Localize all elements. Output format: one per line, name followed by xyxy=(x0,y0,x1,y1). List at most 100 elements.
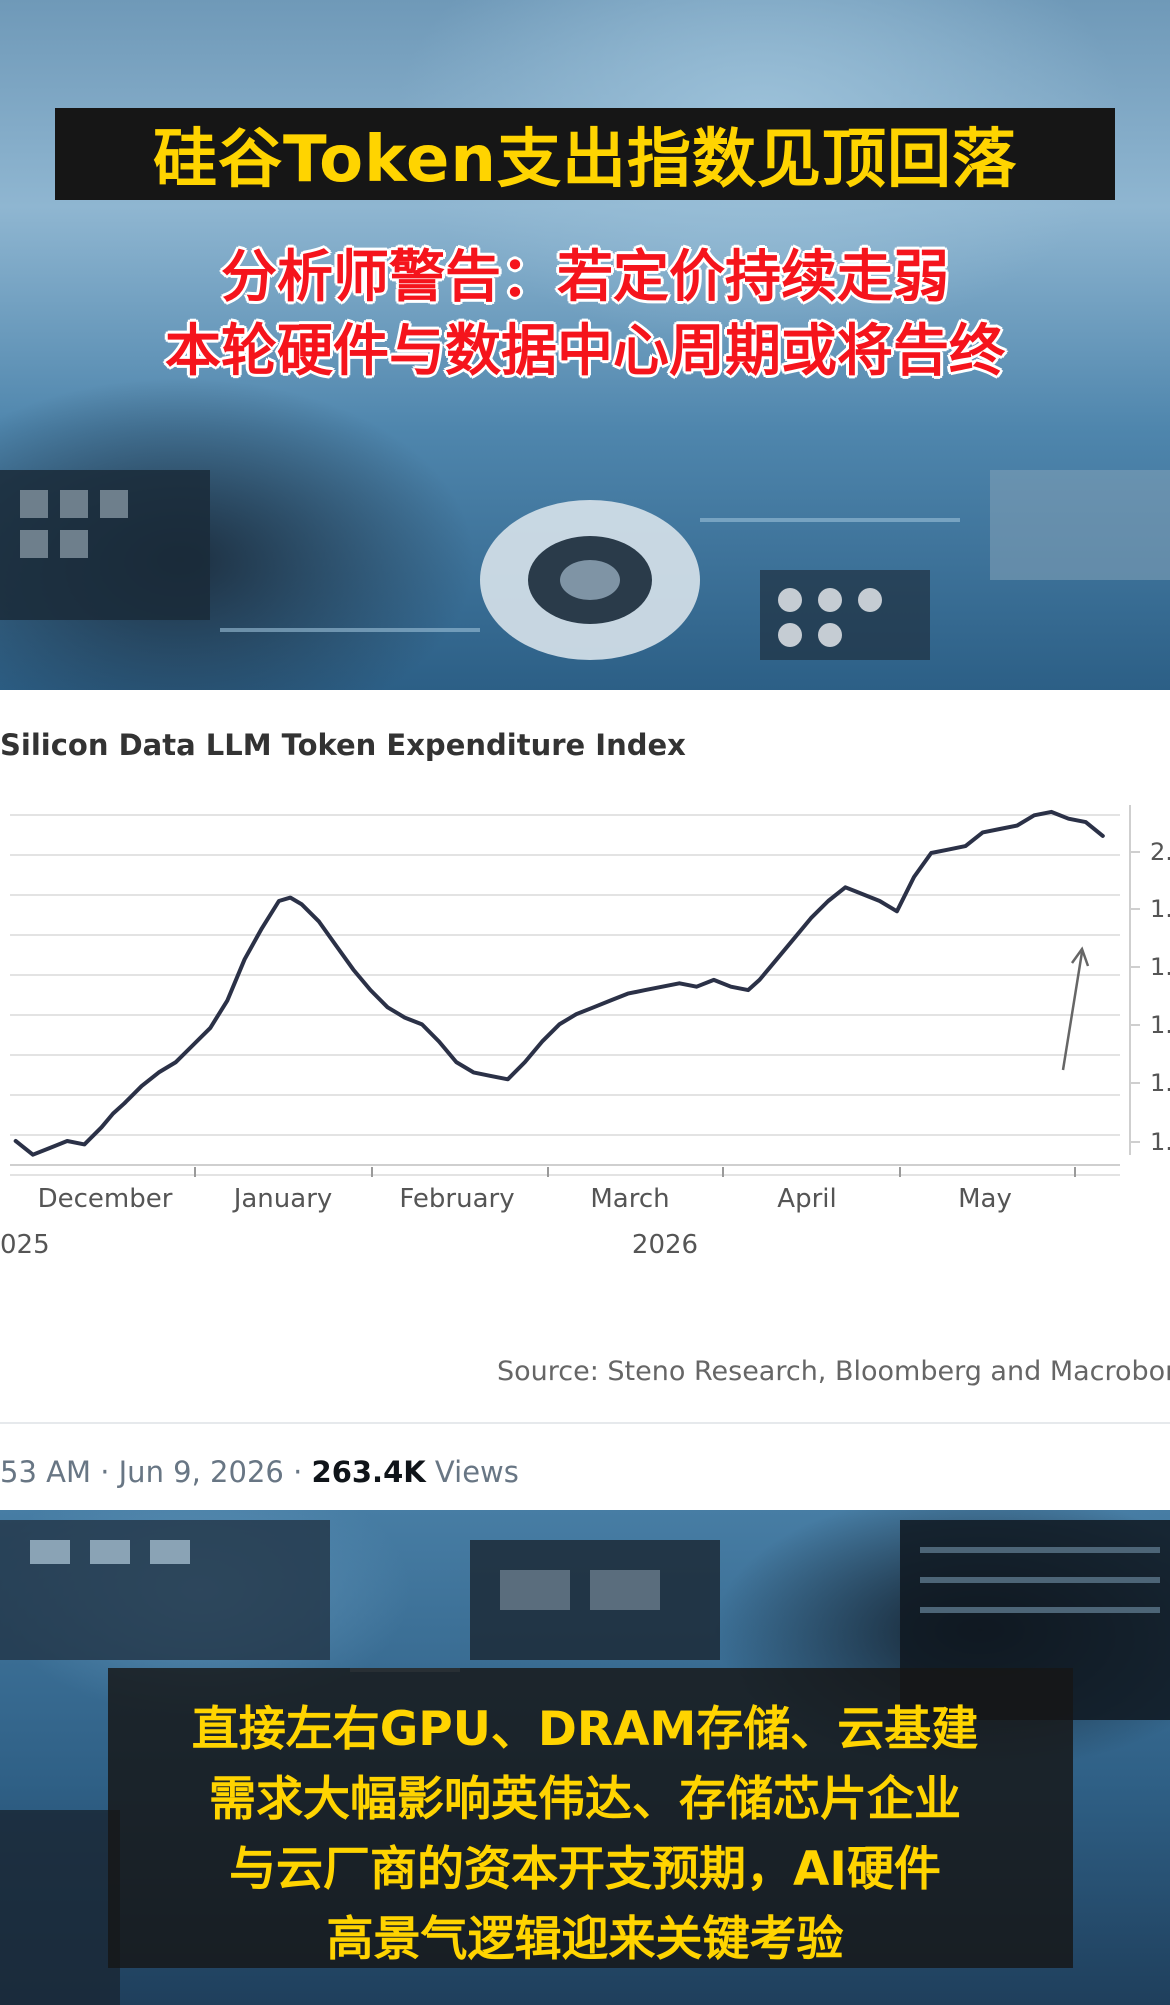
data-point xyxy=(929,851,933,855)
caption-panel xyxy=(108,1668,1073,1968)
data-point xyxy=(140,1084,144,1088)
data-point xyxy=(300,902,304,906)
data-point xyxy=(82,1142,86,1146)
data-point xyxy=(1049,810,1053,814)
x-tick-label: March xyxy=(590,1184,669,1214)
series-points xyxy=(14,810,1105,1157)
y-tick-label: 1. xyxy=(1150,1011,1170,1039)
data-point xyxy=(792,937,796,941)
data-point xyxy=(454,1060,458,1064)
data-point xyxy=(746,988,750,992)
data-point xyxy=(895,909,899,913)
data-point xyxy=(1015,824,1019,828)
data-point xyxy=(1084,820,1088,824)
data-point xyxy=(260,926,264,930)
data-point xyxy=(14,1139,18,1143)
data-point xyxy=(386,1005,390,1009)
data-point xyxy=(1067,817,1071,821)
data-point xyxy=(809,916,813,920)
data-point xyxy=(843,885,847,889)
data-point xyxy=(437,1040,441,1044)
data-point xyxy=(946,848,950,852)
y-tick-label: 2. xyxy=(1150,838,1170,866)
x-tick-label: February xyxy=(399,1184,514,1214)
data-point xyxy=(557,1022,561,1026)
y-tick-label: 1. xyxy=(1150,1128,1170,1156)
series-line-token-expenditure xyxy=(13,809,1105,1157)
annotation-arrow xyxy=(1061,946,1090,1071)
token-expenditure-line-chart: 2. 1. 1. 1. 1. 1. December January February Marc… xyxy=(0,805,1170,1260)
chart-source-note: Source: Steno Research, Bloomberg and Ma… xyxy=(497,1356,1170,1387)
chart-title: Silicon Data LLM Token Expenditure Index xyxy=(0,728,686,762)
data-point xyxy=(609,998,613,1002)
caption-line-2: 需求大幅影响英伟达、存储芯片企业 xyxy=(209,1772,961,1827)
chart-gridlines xyxy=(10,814,1120,1176)
x-tick-label: December xyxy=(38,1184,173,1214)
caption-line-3: 与云厂商的资本开支预期，AI硬件 xyxy=(229,1842,941,1897)
x-tick-label: April xyxy=(777,1184,836,1214)
tweet-card: Silicon Data LLM Token Expenditure Index… xyxy=(0,690,1170,1510)
headline-title: 硅谷Token支出指数见顶回落 xyxy=(153,123,1017,197)
x-year-label: 025 xyxy=(0,1230,50,1260)
data-point xyxy=(368,988,372,992)
data-point xyxy=(998,827,1002,831)
data-point xyxy=(506,1077,510,1081)
data-point xyxy=(912,875,916,879)
x-axis-ticks: December January February March April May 025 2… xyxy=(0,1167,1076,1260)
tweet-timestamp: 53 AM · Jun 9, 2026 · xyxy=(0,1455,312,1489)
tweet-meta: 53 AM · Jun 9, 2026 · 263.4K Views xyxy=(0,1455,519,1489)
caption-line-4: 高景气逻辑迎来关键考验 xyxy=(326,1912,844,1967)
data-point xyxy=(351,968,355,972)
y-tick-label: 1. xyxy=(1150,953,1170,981)
data-point xyxy=(191,1043,195,1047)
data-point xyxy=(626,992,630,996)
tweet-divider xyxy=(0,1422,1170,1424)
data-point xyxy=(174,1060,178,1064)
data-point xyxy=(1101,834,1105,838)
data-point xyxy=(208,1026,212,1030)
tweet-views-label: Views xyxy=(425,1455,519,1489)
data-point xyxy=(243,957,247,961)
data-point xyxy=(157,1070,161,1074)
data-point xyxy=(277,899,281,903)
data-point xyxy=(660,985,664,989)
data-point xyxy=(826,899,830,903)
data-point xyxy=(592,1005,596,1009)
data-point xyxy=(878,899,882,903)
data-point xyxy=(122,1101,126,1105)
data-point xyxy=(420,1022,424,1026)
tweet-views-count[interactable]: 263.4K xyxy=(311,1455,426,1489)
y-axis-ticks: 2. 1. 1. 1. 1. 1. xyxy=(1130,838,1170,1156)
data-point xyxy=(574,1012,578,1016)
data-point xyxy=(540,1040,544,1044)
data-point xyxy=(225,998,229,1002)
data-point xyxy=(317,920,321,924)
headline-subtitle-line1: 分析师警告：若定价持续走弱 xyxy=(221,245,949,310)
data-point xyxy=(775,957,779,961)
data-point xyxy=(643,988,647,992)
data-point xyxy=(31,1153,35,1157)
data-point xyxy=(758,978,762,982)
data-point xyxy=(695,985,699,989)
x-tick-label: January xyxy=(232,1184,333,1214)
data-point xyxy=(65,1139,69,1143)
data-point xyxy=(334,944,338,948)
data-point xyxy=(288,896,292,900)
y-tick-label: 1. xyxy=(1150,1069,1170,1097)
circuit-board-photo-top xyxy=(0,470,1170,660)
data-point xyxy=(100,1125,104,1129)
data-point xyxy=(729,985,733,989)
y-tick-label: 1. xyxy=(1150,895,1170,923)
data-point xyxy=(861,892,865,896)
data-point xyxy=(403,1016,407,1020)
data-point xyxy=(523,1060,527,1064)
x-tick-label: May xyxy=(958,1184,1012,1214)
data-point xyxy=(964,844,968,848)
data-point xyxy=(677,981,681,985)
data-point xyxy=(1032,813,1036,817)
data-point xyxy=(111,1112,115,1116)
caption-line-1: 直接左右GPU、DRAM存储、云基建 xyxy=(191,1702,979,1757)
headline-subtitle-line2: 本轮硬件与数据中心周期或将告终 xyxy=(165,319,1005,384)
data-point xyxy=(471,1070,475,1074)
data-point xyxy=(981,830,985,834)
